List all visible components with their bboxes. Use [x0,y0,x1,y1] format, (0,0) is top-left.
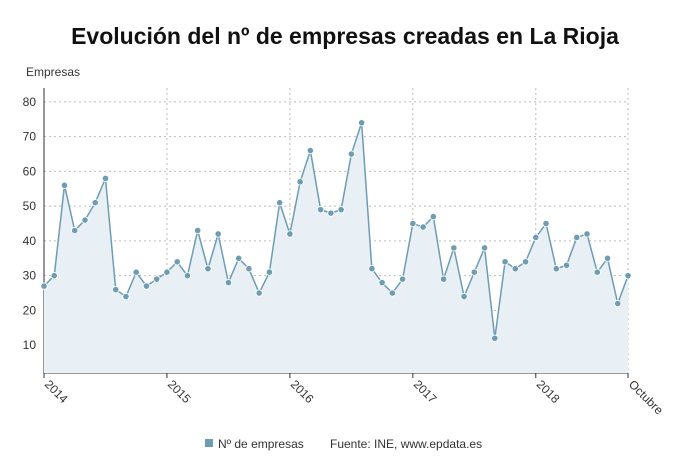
point [532,233,540,242]
y-tick-label: 80 [23,95,37,109]
point [491,334,499,342]
point [398,275,407,283]
point [204,265,212,273]
point [583,230,591,238]
y-tick-label: 50 [23,199,37,213]
x-tick-label: 2015 [165,377,194,406]
point [235,254,243,262]
point [224,279,233,287]
point [173,258,181,266]
point [317,206,325,214]
point [552,265,560,273]
point [347,150,355,158]
point [378,279,386,287]
point [419,223,427,231]
area [44,122,628,373]
point [286,230,294,238]
point [429,212,437,221]
point [122,292,130,301]
point [40,282,48,290]
legend-swatch [205,439,213,447]
point [327,209,335,217]
point [306,146,314,155]
chart-title: Evolución del nº de empresas creadas en … [71,23,619,49]
point [368,265,376,273]
y-axis-label: Empresas [26,65,80,79]
point [603,254,612,262]
point [255,289,263,297]
point [439,275,448,283]
point [153,275,161,283]
point [614,299,622,308]
x-tick-label: 2017 [411,377,440,406]
point [521,258,530,266]
point [358,119,366,127]
point [470,268,478,276]
point [296,178,304,186]
point [265,268,274,276]
point [142,282,151,290]
point [194,226,202,235]
point [91,199,99,207]
point [480,244,489,252]
point [163,268,171,276]
point [132,268,140,276]
y-tick-label: 10 [23,338,37,352]
x-tick-label: 2016 [288,377,317,406]
y-tick-label: 20 [23,303,37,317]
y-tick-label: 70 [23,130,37,144]
line [43,122,629,339]
point [450,244,458,252]
point [409,219,417,228]
point [573,233,581,242]
point [60,181,69,189]
point [562,261,571,269]
point [50,272,58,280]
point [337,206,345,214]
point [593,268,601,276]
y-tick-label: 40 [23,234,37,248]
point [214,230,222,238]
x-tick-label: Octubre [626,377,666,417]
point [501,258,509,266]
point [388,289,396,297]
source: Fuente: INE, www.epdata.es [330,437,482,451]
x-tick-label: 2014 [42,377,71,406]
y-tick-label: 30 [23,269,37,283]
point [101,174,110,182]
legend-label: Nº de empresas [218,437,304,451]
point [276,199,284,207]
point [511,265,519,273]
point [81,216,89,224]
x-tick-label: 2018 [534,377,563,406]
y-tick-label: 60 [23,164,37,178]
point [245,265,253,273]
point [460,292,468,301]
point [71,226,79,235]
point [542,219,550,228]
point [624,272,632,280]
point [112,285,120,294]
point [183,272,192,280]
